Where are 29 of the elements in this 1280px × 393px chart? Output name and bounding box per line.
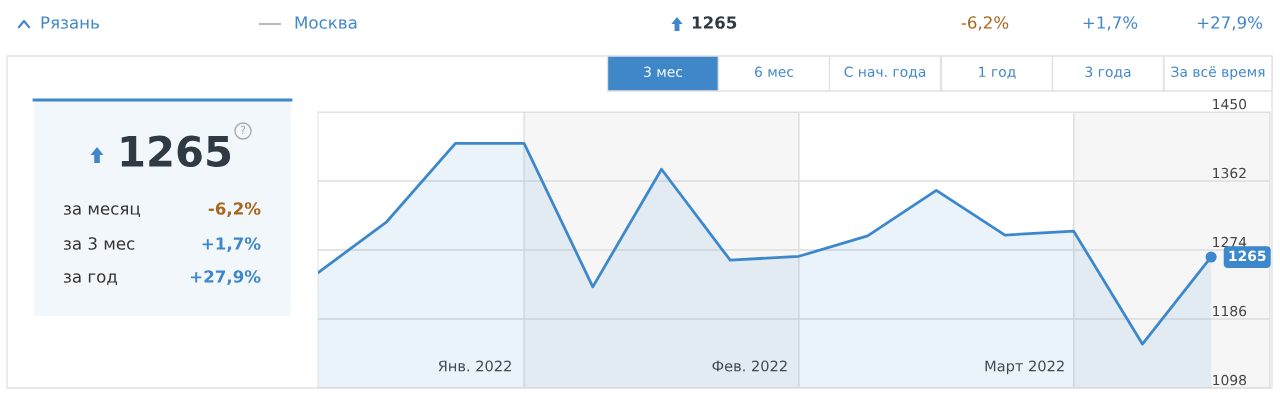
text: +1,7%: [1083, 16, 1138, 31]
text: 1265: [121, 135, 231, 168]
text: 3 года: [1085, 66, 1131, 79]
y-tick-label: 1098: [1213, 374, 1247, 386]
text: С нач. года: [844, 66, 926, 79]
y-tick-label: 1450: [1213, 98, 1247, 110]
text: За всё время: [1171, 66, 1265, 80]
text: +27,9%: [190, 270, 261, 285]
text: за год: [64, 273, 117, 285]
text: Москва: [295, 16, 357, 29]
data-label: 1265: [1229, 250, 1266, 262]
text: 6 мес: [755, 66, 794, 78]
x-tick-label: Янв. 2022: [438, 360, 511, 372]
text: -6,2%: [961, 16, 1009, 31]
y-tick-label: 1274: [1213, 236, 1247, 248]
x-tick-label: Март 2022: [985, 360, 1064, 375]
x-tick-label: Фев. 2022: [712, 360, 787, 372]
text: +27,9%: [1197, 16, 1263, 31]
text: за месяц: [64, 205, 140, 217]
text: за 3 мес: [64, 237, 135, 250]
text: 1 год: [979, 66, 1016, 79]
text: -6,2%: [208, 202, 261, 217]
text: ?: [240, 125, 246, 135]
text: 1265: [692, 16, 737, 29]
y-tick-label: 1362: [1213, 167, 1246, 179]
y-tick-label: 1186: [1213, 305, 1247, 317]
text: +1,7%: [202, 237, 261, 252]
text: Рязань: [41, 16, 99, 29]
text: 3 мес: [644, 66, 683, 78]
